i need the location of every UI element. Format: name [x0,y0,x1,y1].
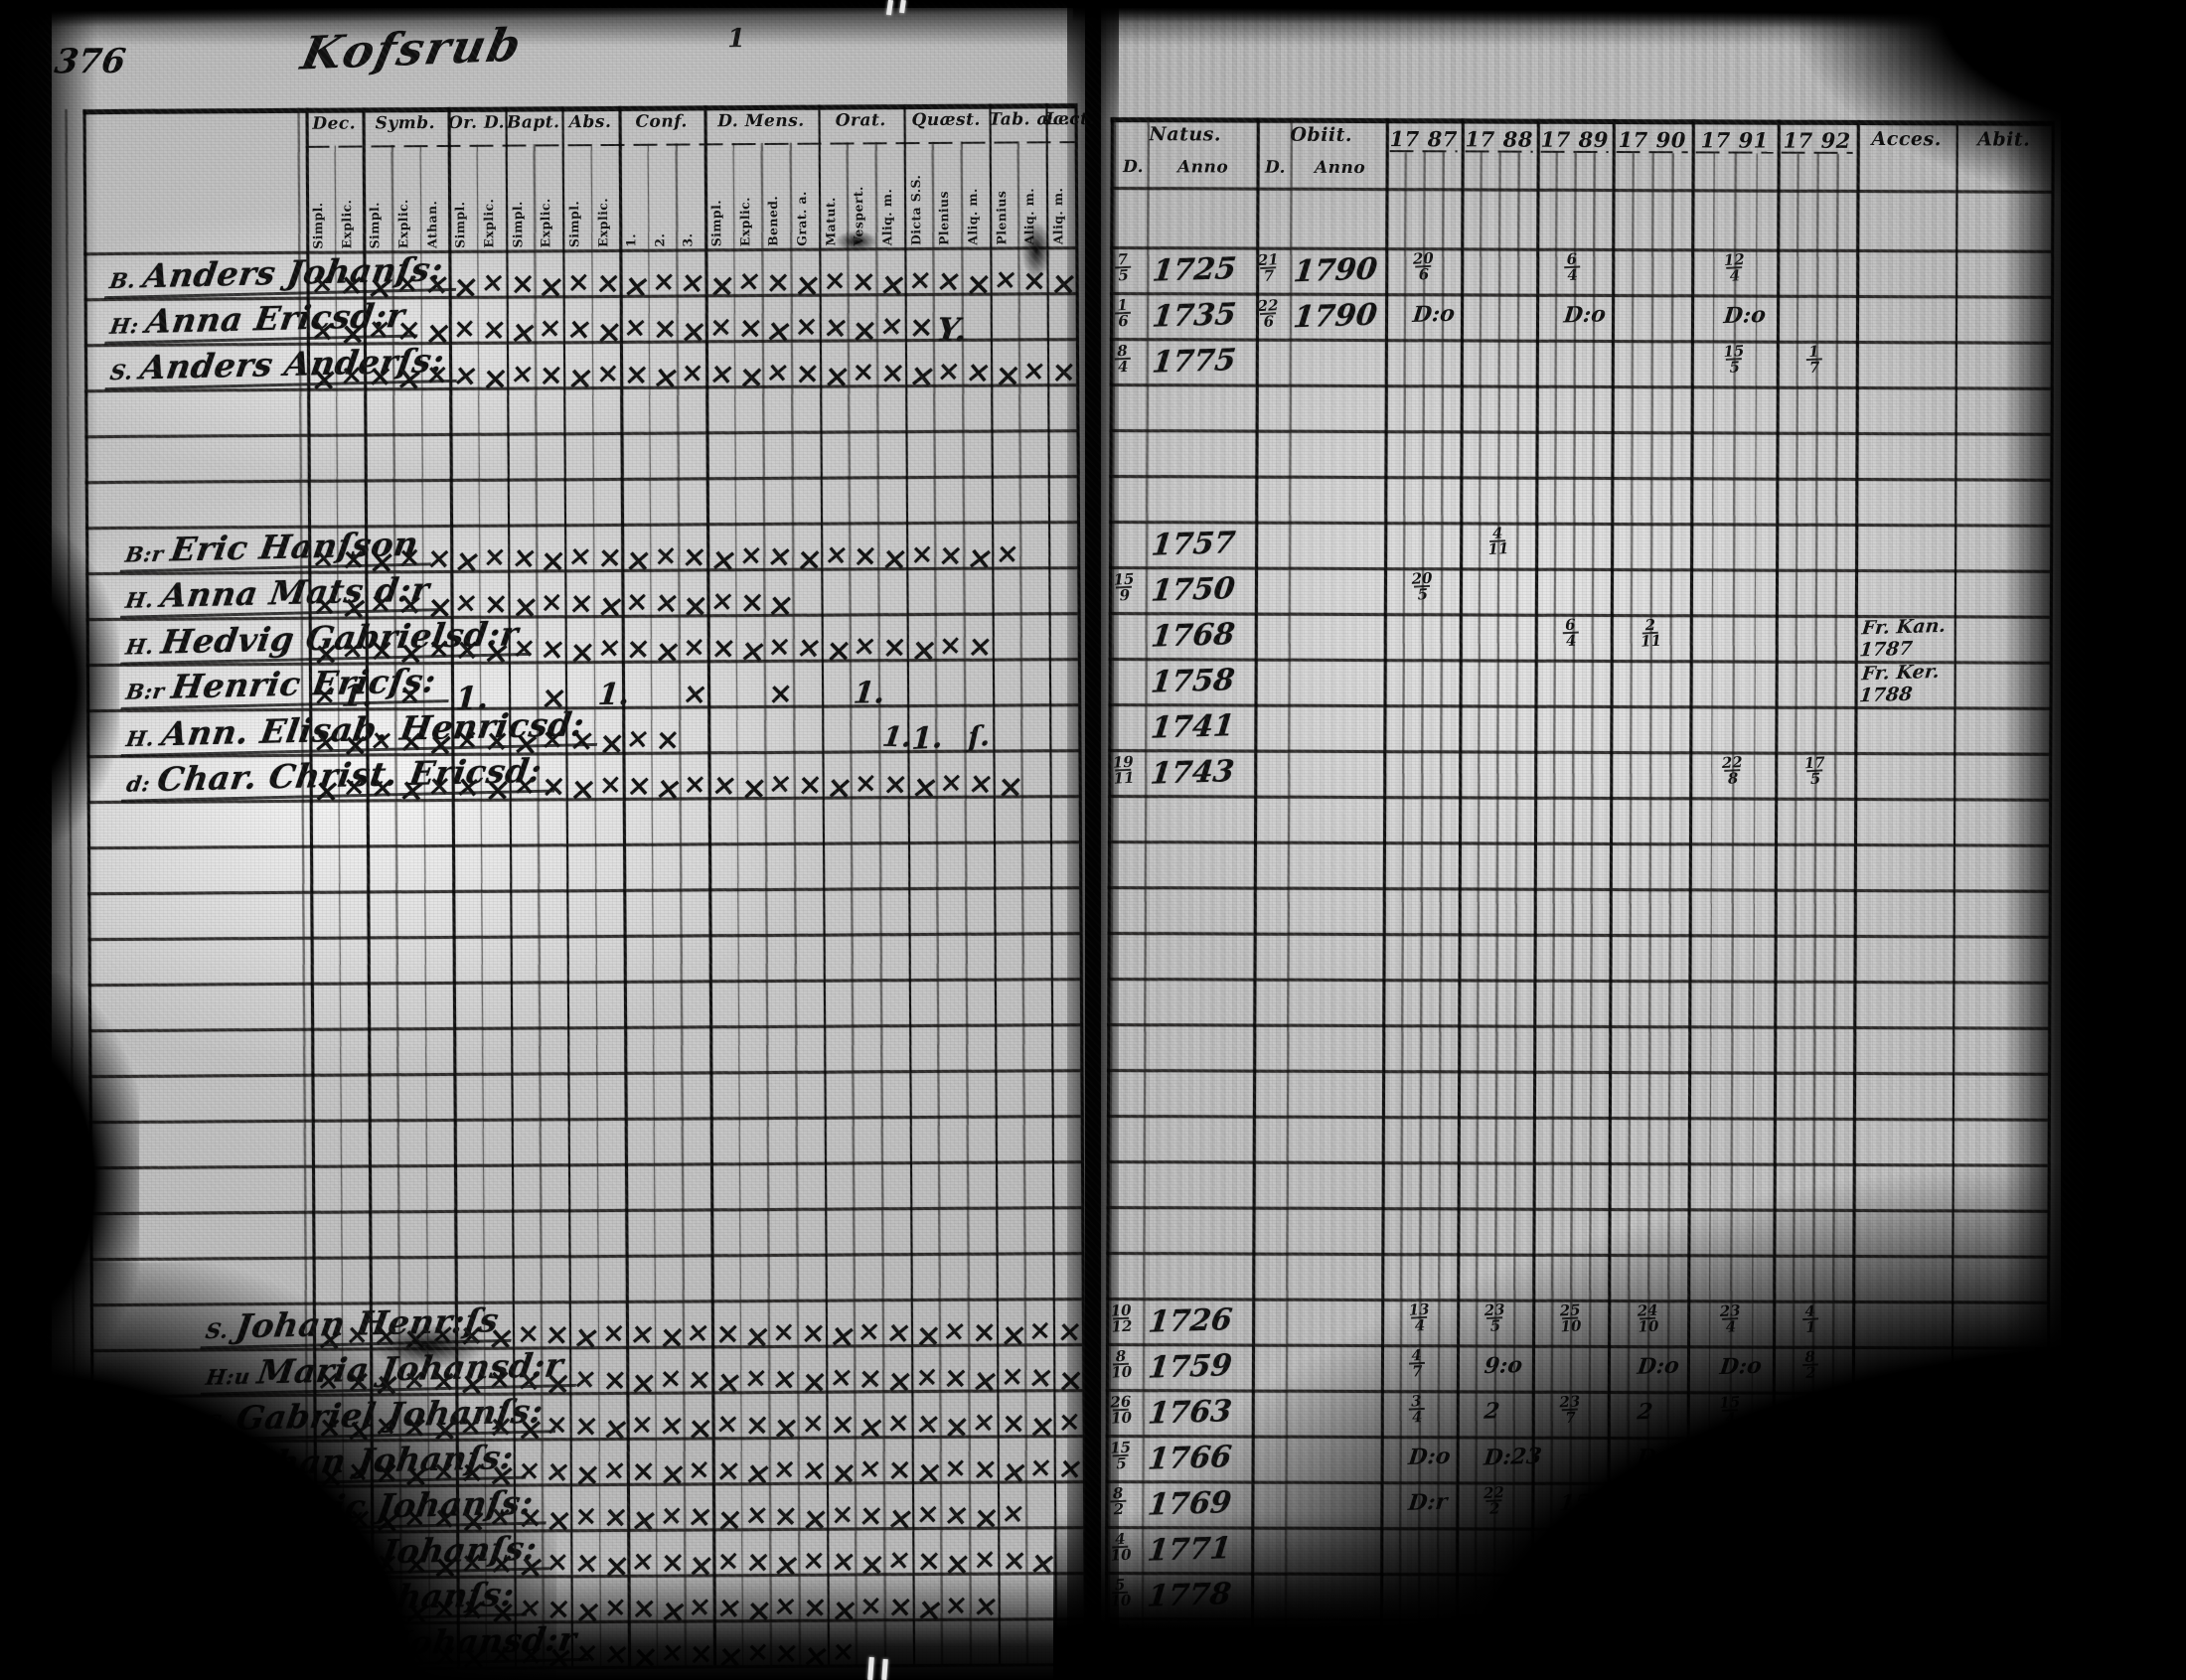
right-page [1101,8,2061,1680]
ink-blot [1021,221,1051,280]
left-page [52,8,1085,1680]
ink-blot [835,230,878,252]
ink-blot [368,1323,487,1369]
ink-blot [2116,298,2142,427]
